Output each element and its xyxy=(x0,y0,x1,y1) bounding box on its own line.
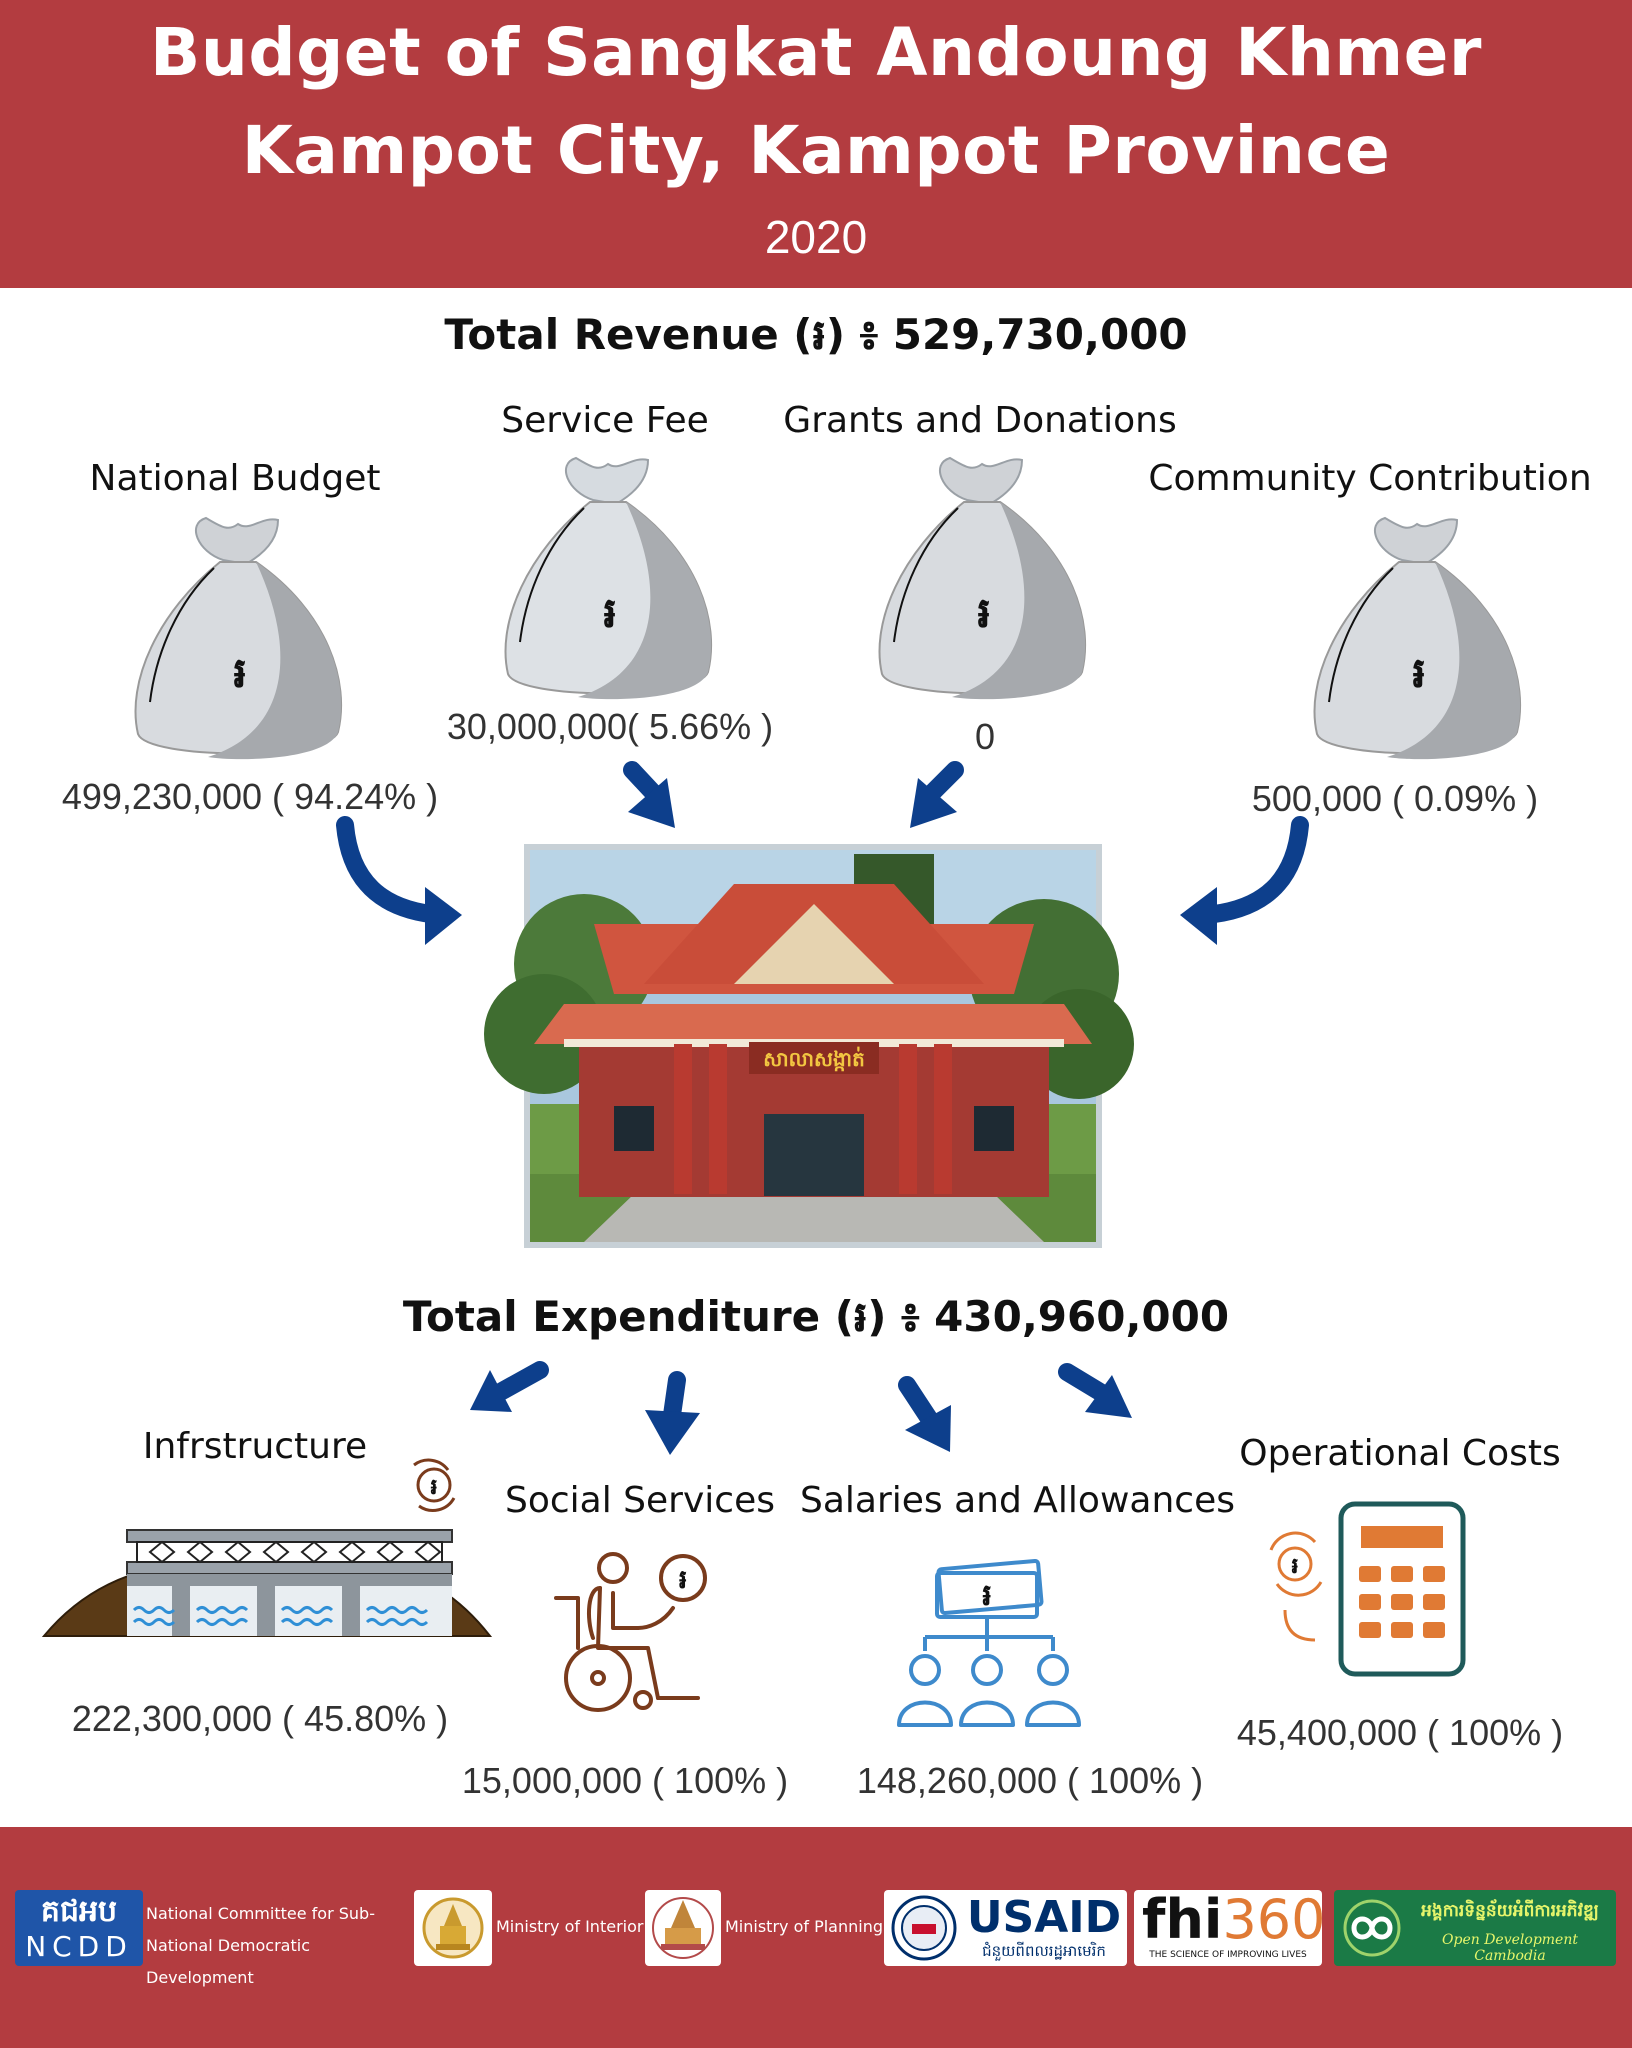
fhi360-logo-sub: THE SCIENCE OF IMPROVING LIVES xyxy=(1149,1950,1307,1960)
revenue-label-national-budget: National Budget xyxy=(89,458,381,499)
revenue-label-service-fee: Service Fee xyxy=(501,400,709,441)
revenue-amount-national-budget: 499,230,000 ( 94.24% ) xyxy=(61,776,439,817)
fhi360-logo: fhi360 THE SCIENCE OF IMPROVING LIVES xyxy=(1134,1888,1326,1966)
currency-symbol: ៛ xyxy=(982,1578,992,1613)
expenditure-label-infrastructure: Infrstructure xyxy=(142,1426,368,1467)
odc-logo: អង្គការទិន្នន័យអំពីការអភិវឌ្ឍ Open Devel… xyxy=(1334,1890,1616,1966)
revenue-amount-service-fee: 30,000,000( 5.66% ) xyxy=(446,706,774,747)
expenditure-amount-operational: 45,400,000 ( 100% ) xyxy=(1236,1712,1564,1753)
revenue-amount-grants: 0 xyxy=(974,716,996,757)
total-revenue: Total Revenue (៛) ៖ 529,730,000 xyxy=(444,310,1188,359)
ncdd-logo-sub: NCDD xyxy=(25,1930,133,1963)
money-bag-icon: ៛ xyxy=(878,456,1086,700)
mop-caption: Ministry of Planning xyxy=(725,1917,884,1936)
currency-symbol: ៛ xyxy=(1412,648,1425,697)
ncdd-logo: គជអប NCDD xyxy=(15,1890,143,1966)
sangkat-hall-image: សាលាសង្កាត់ xyxy=(484,844,1134,1248)
currency-symbol: ៛ xyxy=(977,588,990,637)
expenditure-amount-infrastructure: 222,300,000 ( 45.80% ) xyxy=(71,1698,449,1739)
page-title-line1: Budget of Sangkat Andoung Khmer xyxy=(150,14,1482,91)
moi-caption: Ministry of Interior xyxy=(496,1917,644,1936)
usaid-logo-sub: ជំនួយពីពលរដ្ឋអាមេរិក xyxy=(982,1942,1106,1960)
page-year: 2020 xyxy=(764,211,868,263)
expenditure-label-social-services: Social Services xyxy=(505,1480,775,1521)
odc-logo-sub: Open Development Cambodia xyxy=(1442,1932,1578,1964)
moi-logo xyxy=(414,1890,492,1966)
mop-logo xyxy=(645,1890,721,1966)
moi-emblem-icon xyxy=(422,1897,484,1959)
currency-symbol: ៛ xyxy=(431,1475,438,1500)
building-sign: សាលាសង្កាត់ xyxy=(763,1046,865,1072)
calculator-icon: ៛ xyxy=(1269,1501,1466,1677)
usaid-seal-icon xyxy=(891,1895,957,1961)
page-title-line2: Kampot City, Kampot Province xyxy=(241,112,1391,189)
wheelchair-icon: ៛ xyxy=(554,1552,707,1712)
bridge-icon: ៛ xyxy=(41,1458,493,1637)
ncdd-caption: National Committee for Sub-National Demo… xyxy=(146,1904,375,1987)
ncdd-logo-mark: គជអប xyxy=(40,1894,118,1929)
odc-infinity-icon xyxy=(1343,1899,1401,1957)
fhi360-logo-mark-b: 360 xyxy=(1222,1888,1326,1951)
expenditure-amount-salaries: 148,260,000 ( 100% ) xyxy=(856,1760,1204,1801)
usaid-logo: USAID ជំនួយពីពលរដ្ឋអាមេរិក xyxy=(884,1890,1127,1966)
money-bag-icon: ៛ xyxy=(504,456,712,700)
expenditure-label-operational: Operational Costs xyxy=(1239,1433,1561,1474)
org-chart-icon: ៛ xyxy=(897,1558,1081,1727)
revenue-amount-community: 500,000 ( 0.09% ) xyxy=(1251,778,1539,819)
currency-symbol: ៛ xyxy=(679,1565,687,1595)
currency-symbol: ៛ xyxy=(1292,1554,1299,1579)
currency-symbol: ៛ xyxy=(233,648,246,697)
revenue-label-community: Community Contribution xyxy=(1148,458,1592,499)
currency-symbol: ៛ xyxy=(603,588,616,637)
money-bag-icon: ៛ xyxy=(1313,516,1521,760)
total-expenditure: Total Expenditure (៛) ៖ 430,960,000 xyxy=(402,1292,1230,1341)
odc-logo-mark: អង្គការទិន្នន័យអំពីការអភិវឌ្ឍ xyxy=(1421,1901,1599,1921)
money-bag-icon: ៛ xyxy=(134,516,342,760)
expenditure-label-salaries: Salaries and Allowances xyxy=(800,1480,1235,1521)
revenue-label-grants: Grants and Donations xyxy=(783,400,1177,441)
mop-emblem-icon xyxy=(652,1897,714,1959)
header-banner xyxy=(0,0,1632,288)
expenditure-amount-social-services: 15,000,000 ( 100% ) xyxy=(461,1760,789,1801)
fhi360-logo-mark-a: fhi xyxy=(1142,1888,1223,1951)
usaid-logo-mark: USAID xyxy=(966,1892,1122,1943)
